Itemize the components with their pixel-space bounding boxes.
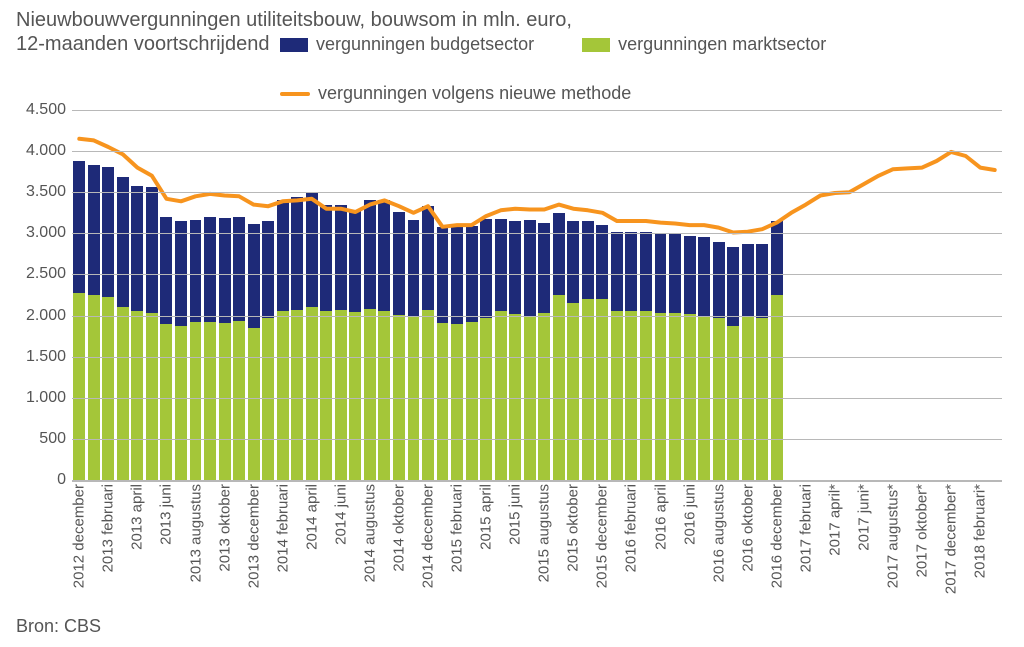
legend-label-line: vergunningen volgens nieuwe methode bbox=[318, 83, 631, 104]
title-line-1: Nieuwbouwvergunningen utiliteitsbouw, bo… bbox=[16, 9, 572, 31]
title-line-2: 12-maanden voortschrijdend bbox=[16, 33, 270, 55]
x-tick-label: 2014 december bbox=[420, 484, 437, 588]
gridline bbox=[72, 316, 1002, 317]
x-tick-label: 2017 oktober* bbox=[914, 484, 931, 577]
legend: vergunningen budgetsector vergunningen m… bbox=[280, 34, 1004, 104]
x-tick-label: 2018 februari* bbox=[972, 484, 989, 578]
chart-container: Nieuwbouwvergunningen utiliteitsbouw, bo… bbox=[0, 0, 1024, 647]
x-tick-label: 2014 juni bbox=[332, 484, 349, 545]
y-axis: 05001.0001.5002.0002.5003.0003.5004.0004… bbox=[0, 110, 66, 480]
legend-item-budget: vergunningen budgetsector bbox=[280, 34, 534, 55]
y-tick-label: 3.500 bbox=[0, 183, 66, 201]
gridline bbox=[72, 233, 1002, 234]
gridline bbox=[72, 110, 1002, 111]
legend-label-market: vergunningen marktsector bbox=[618, 34, 826, 55]
plot-area bbox=[72, 110, 1002, 480]
x-tick-label: 2017 juni* bbox=[855, 484, 872, 551]
legend-swatch-budget bbox=[280, 38, 308, 52]
x-tick-label: 2017 augustus* bbox=[885, 484, 902, 588]
gridline bbox=[72, 151, 1002, 152]
x-tick-label: 2015 oktober bbox=[565, 484, 582, 572]
chart-source: Bron: CBS bbox=[16, 616, 101, 637]
x-tick-label: 2013 februari bbox=[100, 484, 117, 572]
x-tick-label: 2017 december* bbox=[943, 484, 960, 594]
y-tick-label: 3.000 bbox=[0, 224, 66, 242]
x-tick-label: 2013 juni bbox=[158, 484, 175, 545]
gridline bbox=[72, 274, 1002, 275]
x-tick-label: 2014 augustus bbox=[361, 484, 378, 582]
x-tick-label: 2013 oktober bbox=[216, 484, 233, 572]
x-tick-label: 2013 augustus bbox=[187, 484, 204, 582]
x-tick-label: 2015 december bbox=[594, 484, 611, 588]
legend-item-line: vergunningen volgens nieuwe methode bbox=[280, 83, 1004, 104]
gridline bbox=[72, 398, 1002, 399]
x-tick-label: 2014 april bbox=[303, 484, 320, 550]
x-tick-label: 2015 juni bbox=[507, 484, 524, 545]
x-tick-label: 2012 december bbox=[71, 484, 88, 588]
legend-swatch-market bbox=[582, 38, 610, 52]
x-tick-label: 2013 april bbox=[129, 484, 146, 550]
x-tick-label: 2017 april* bbox=[826, 484, 843, 556]
legend-line-swatch bbox=[280, 92, 310, 96]
y-tick-label: 4.000 bbox=[0, 142, 66, 160]
y-tick-label: 1.500 bbox=[0, 348, 66, 366]
y-tick-label: 500 bbox=[0, 430, 66, 448]
x-tick-label: 2015 februari bbox=[449, 484, 466, 572]
y-tick-label: 4.500 bbox=[0, 101, 66, 119]
gridline bbox=[72, 357, 1002, 358]
x-tick-label: 2013 december bbox=[245, 484, 262, 588]
x-tick-label: 2014 oktober bbox=[390, 484, 407, 572]
x-tick-label: 2016 oktober bbox=[739, 484, 756, 572]
x-tick-label: 2016 april bbox=[652, 484, 669, 550]
gridline bbox=[72, 480, 1002, 482]
y-tick-label: 2.500 bbox=[0, 265, 66, 283]
x-tick-label: 2017 februari bbox=[797, 484, 814, 572]
x-tick-label: 2016 december bbox=[768, 484, 785, 588]
gridline bbox=[72, 192, 1002, 193]
x-axis: 2012 december 2013 februari 2013 april 2013… bbox=[72, 484, 1002, 624]
legend-item-market: vergunningen marktsector bbox=[582, 34, 826, 55]
line-layer bbox=[72, 110, 1002, 480]
trend-line bbox=[79, 139, 994, 233]
x-tick-label: 2015 april bbox=[478, 484, 495, 550]
x-tick-label: 2016 juni bbox=[681, 484, 698, 545]
y-tick-label: 0 bbox=[0, 471, 66, 489]
y-tick-label: 2.000 bbox=[0, 307, 66, 325]
y-tick-label: 1.000 bbox=[0, 389, 66, 407]
legend-label-budget: vergunningen budgetsector bbox=[316, 34, 534, 55]
x-tick-label: 2015 augustus bbox=[536, 484, 553, 582]
x-tick-label: 2016 februari bbox=[623, 484, 640, 572]
gridline bbox=[72, 439, 1002, 440]
x-tick-label: 2014 februari bbox=[274, 484, 291, 572]
x-tick-label: 2016 augustus bbox=[710, 484, 727, 582]
